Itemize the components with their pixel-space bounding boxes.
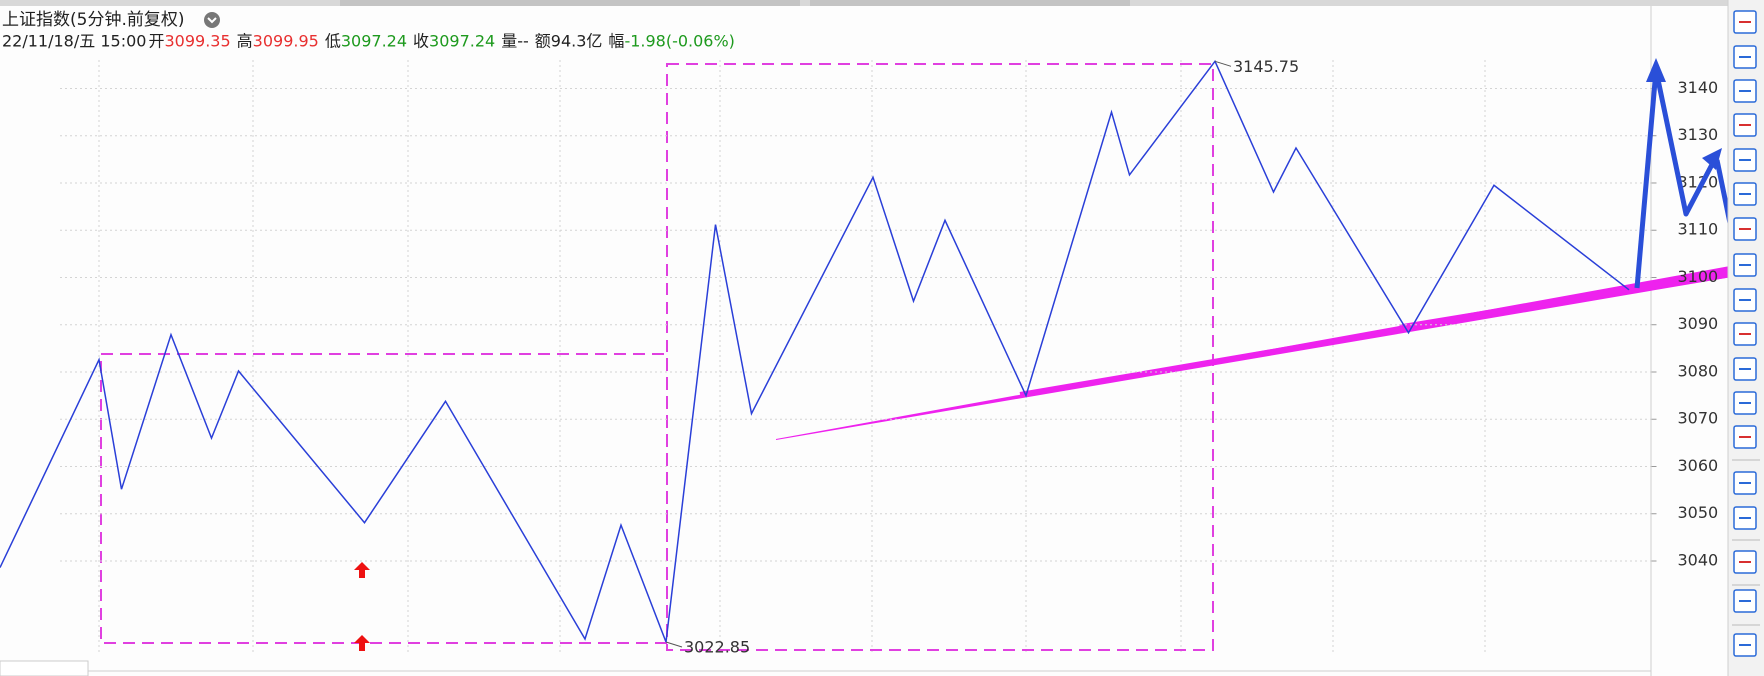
dropdown-icon: [207, 17, 217, 24]
quote-value: 94.3亿: [551, 32, 603, 51]
zigzag-line: [0, 59, 1630, 643]
toolbar-icons: [1732, 10, 1760, 657]
v-grid: [98, 60, 1486, 655]
annotation-leader: [1214, 60, 1232, 67]
annotation-leader: [665, 641, 683, 648]
quote-label: 量: [501, 32, 517, 51]
quote-label: 低: [325, 32, 341, 51]
quote-label: 额: [535, 32, 551, 51]
quote-label: 高: [237, 32, 253, 51]
bottom-tab[interactable]: [0, 660, 89, 676]
plot: 3040305030603070308030903100311031203130…: [0, 57, 1718, 657]
y-tick-label: 3130: [1678, 125, 1719, 144]
quote-value: --: [517, 32, 529, 51]
range-box: [666, 63, 1214, 651]
y-tick-label: 3100: [1678, 267, 1719, 286]
range-box: [100, 353, 668, 644]
y-tick-label: 3060: [1678, 456, 1719, 475]
y-tick-label: 3050: [1678, 503, 1719, 522]
quote-datetime: 22/11/18/五 15:00: [2, 32, 146, 51]
quote-value: 3099.35: [164, 32, 230, 51]
quote-label: 幅: [608, 32, 624, 51]
tab[interactable]: [340, 0, 800, 6]
quote-value: 3097.24: [429, 32, 495, 51]
chart-title: 上证指数(5分钟.前复权): [2, 10, 184, 30]
y-tick-label: 3040: [1678, 550, 1719, 569]
annotation: 3145.75: [1233, 57, 1299, 76]
buy-arrow: [354, 635, 370, 651]
dropdown-button[interactable]: [204, 12, 220, 28]
quote-label: 收: [413, 32, 429, 51]
y-tick-label: 3070: [1678, 409, 1719, 428]
quote-value: 3099.95: [253, 32, 319, 51]
quote-line: 开 3099.35 高 3099.95 低 3097.24 收 3097.24 量 -- 额 94.3…: [148, 32, 734, 51]
y-tick-label: 3080: [1678, 361, 1719, 380]
tab[interactable]: [810, 0, 1130, 6]
y-tick-label: 3140: [1678, 78, 1719, 97]
quote-label: 开: [148, 32, 164, 51]
buy-arrow: [354, 562, 370, 578]
y-tick-label: 3110: [1678, 220, 1719, 239]
annotation: 3022.85: [684, 638, 750, 657]
quote-value: -1.98(-0.06%): [624, 32, 734, 51]
trend-line: [1399, 268, 1741, 332]
y-tick-label: 3090: [1678, 314, 1719, 333]
quote-value: 3097.24: [341, 32, 407, 51]
